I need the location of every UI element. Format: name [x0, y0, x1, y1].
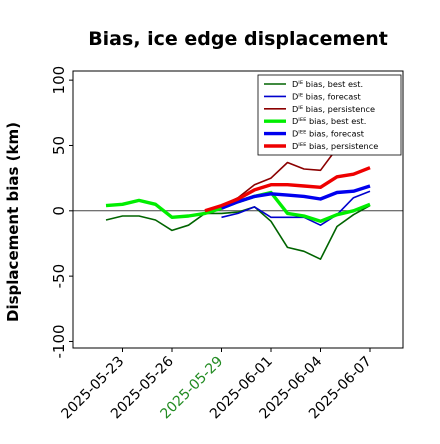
- series-layer: [73, 140, 403, 261]
- y-tick-label: 50: [50, 136, 68, 155]
- legend-label: Dᴵᴱ bias, persistence: [292, 104, 375, 114]
- series-line-6: [204, 166, 371, 213]
- y-tick-label: -50: [50, 264, 68, 289]
- legend-label: Dᴵᴱ bias, forecast: [292, 91, 362, 101]
- legend-box: [257, 74, 402, 156]
- plot-frame: [72, 70, 404, 349]
- legend-label: Dᴵᴱ bias, best est.: [292, 79, 363, 89]
- legend-label: Dᴵᴱᴱ bias, forecast: [292, 129, 365, 139]
- chart-title: Bias, ice edge displacement: [88, 28, 388, 50]
- series-line-5: [220, 184, 371, 210]
- legend-label: Dᴵᴱᴱ bias, persistence: [292, 141, 378, 151]
- y-tick-label: -100: [50, 324, 68, 358]
- series-line-1: [105, 204, 371, 261]
- y-tick-label: 100: [50, 66, 68, 95]
- series-line-2: [221, 190, 371, 226]
- legend: Dᴵᴱ bias, best est. Dᴵᴱ bias, forecast Dᴵᴱ…: [257, 74, 402, 156]
- y-axis-label: Displacement bias (km): [4, 122, 22, 322]
- y-tick-label: 0: [50, 206, 68, 216]
- legend-label: Dᴵᴱᴱ bias, best est.: [292, 116, 366, 126]
